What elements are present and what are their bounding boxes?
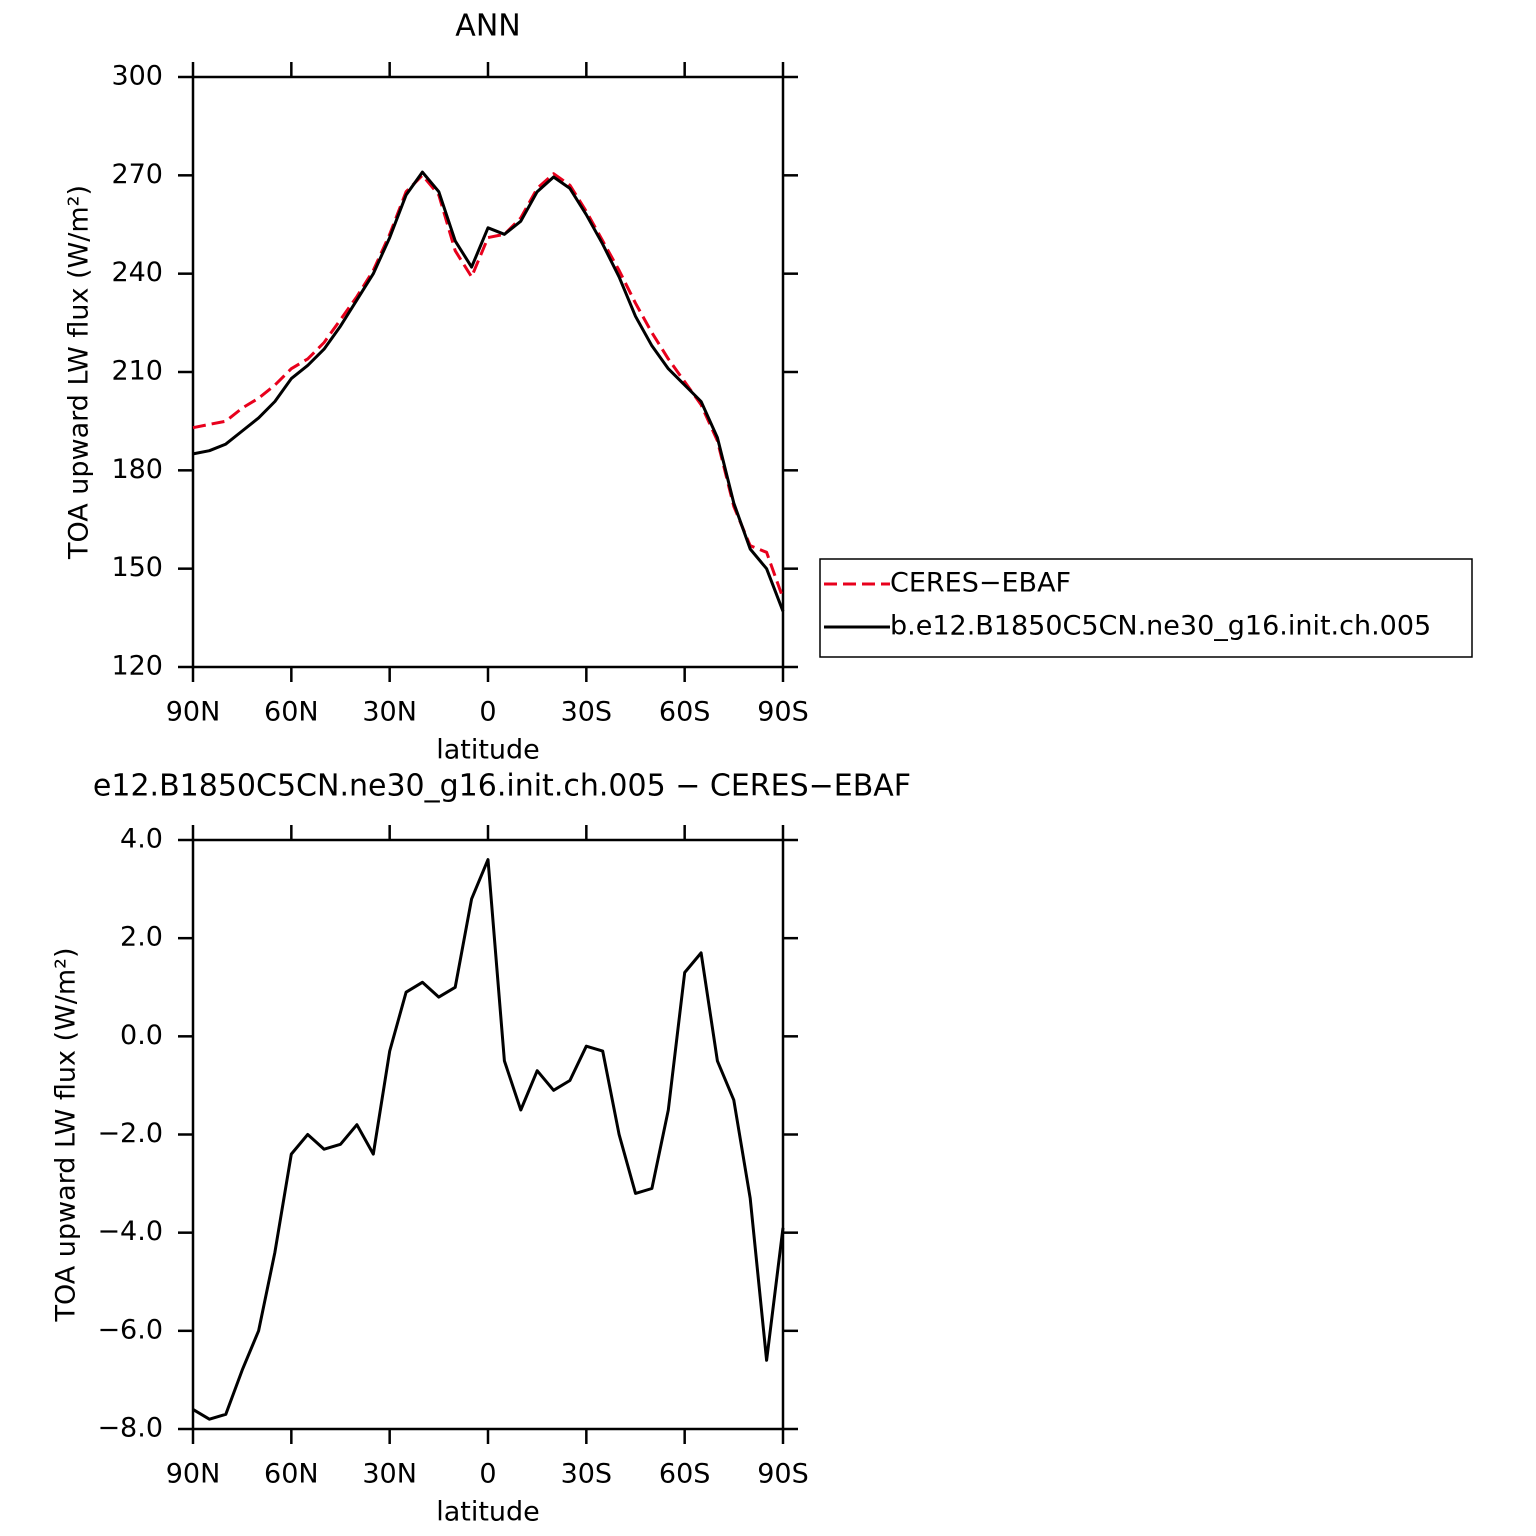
y-tick-label: −4.0 (97, 1216, 163, 1247)
y-tick-label: 2.0 (120, 922, 163, 953)
y-tick-label: 120 (111, 651, 163, 682)
chart-title: ANN (455, 9, 520, 44)
x-tick-label: 90N (166, 697, 221, 728)
data-line (192, 170, 785, 612)
y-axis-label: TOA upward LW flux (W/m²) (64, 185, 95, 560)
x-tick-label: 90N (166, 1459, 221, 1490)
y-tick-label: 270 (111, 159, 163, 190)
y-tick-label: 210 (111, 356, 163, 387)
x-tick-label: 30S (561, 697, 613, 728)
x-tick-label: 0 (479, 1459, 496, 1490)
y-tick-label: 300 (111, 61, 163, 92)
legend-label: b.e12.B1850C5CN.ne30_g16.init.ch.005 (890, 611, 1431, 642)
y-tick-label: −2.0 (97, 1118, 163, 1149)
x-tick-label: 90S (757, 697, 809, 728)
chart-title: e12.B1850C5CN.ne30_g16.init.ch.005 − CER… (93, 769, 911, 804)
legend-label: CERES−EBAF (890, 568, 1071, 599)
x-tick-label: 60N (264, 1459, 319, 1490)
y-tick-label: 4.0 (120, 824, 163, 855)
x-tick-label: 60S (659, 697, 711, 728)
x-tick-label: 60S (659, 1459, 711, 1490)
plot-frame (191, 75, 785, 669)
x-tick-label: 90S (757, 1459, 809, 1490)
y-tick-label: 240 (111, 257, 163, 288)
x-tick-label: 60N (264, 697, 319, 728)
legend-box (819, 558, 1473, 658)
x-axis-label: latitude (436, 735, 540, 766)
y-tick-label: −6.0 (97, 1314, 163, 1345)
y-tick-label: −8.0 (97, 1413, 163, 1444)
x-tick-label: 30S (561, 1459, 613, 1490)
y-tick-label: 0.0 (120, 1020, 163, 1051)
data-line (192, 858, 785, 1421)
x-tick-label: 0 (479, 697, 496, 728)
data-line (192, 172, 785, 599)
x-tick-label: 30N (362, 697, 417, 728)
y-axis-label: TOA upward LW flux (W/m²) (51, 947, 82, 1322)
y-tick-label: 180 (111, 454, 163, 485)
plot-frame (191, 838, 785, 1431)
x-axis-label: latitude (436, 1497, 540, 1528)
y-tick-label: 150 (111, 552, 163, 583)
x-tick-label: 30N (362, 1459, 417, 1490)
